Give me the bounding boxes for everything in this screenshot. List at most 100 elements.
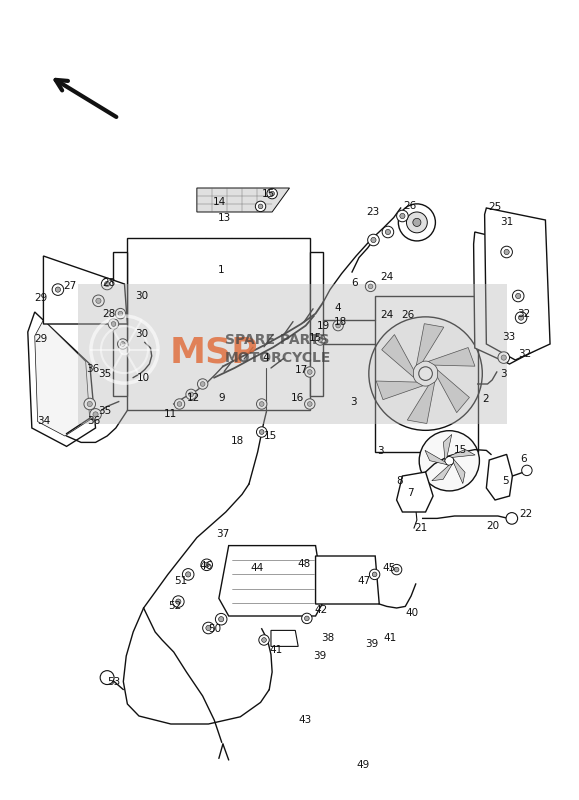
Text: 36: 36 — [86, 364, 99, 374]
Circle shape — [104, 282, 110, 286]
Circle shape — [118, 338, 128, 350]
Text: 50: 50 — [208, 624, 222, 634]
Circle shape — [498, 352, 510, 363]
Text: 9: 9 — [218, 393, 225, 402]
Circle shape — [185, 572, 191, 577]
Bar — [78, 284, 507, 424]
Text: 19: 19 — [317, 321, 330, 330]
Polygon shape — [271, 630, 298, 646]
Text: 13: 13 — [218, 214, 232, 223]
Text: 29: 29 — [35, 293, 48, 302]
Circle shape — [394, 567, 399, 572]
Polygon shape — [425, 450, 447, 465]
Circle shape — [173, 596, 184, 607]
Text: 12: 12 — [187, 393, 200, 402]
Circle shape — [120, 342, 125, 346]
Circle shape — [262, 638, 266, 642]
Polygon shape — [316, 556, 379, 604]
Circle shape — [259, 402, 264, 406]
Polygon shape — [382, 334, 413, 378]
Text: 31: 31 — [500, 218, 513, 227]
Circle shape — [302, 613, 312, 624]
Text: 42: 42 — [314, 605, 328, 614]
Circle shape — [501, 246, 512, 258]
Circle shape — [203, 622, 214, 634]
Circle shape — [182, 569, 194, 580]
Circle shape — [333, 320, 343, 331]
Circle shape — [84, 398, 96, 410]
Circle shape — [369, 569, 380, 580]
Text: 2: 2 — [482, 394, 489, 404]
Polygon shape — [127, 238, 310, 410]
Circle shape — [369, 317, 482, 430]
Text: 23: 23 — [367, 207, 380, 217]
Text: 4: 4 — [262, 353, 269, 362]
Text: 18: 18 — [334, 317, 347, 326]
Circle shape — [258, 204, 263, 209]
Circle shape — [501, 355, 506, 360]
Text: 4: 4 — [334, 303, 340, 313]
Circle shape — [504, 250, 510, 254]
Circle shape — [56, 287, 61, 292]
Circle shape — [318, 338, 323, 342]
Circle shape — [305, 366, 315, 378]
Text: 28: 28 — [102, 278, 116, 288]
Text: 15: 15 — [453, 446, 467, 455]
Polygon shape — [444, 434, 452, 460]
Text: 25: 25 — [488, 202, 501, 212]
Circle shape — [186, 389, 196, 400]
Circle shape — [397, 210, 408, 222]
Text: 15: 15 — [262, 189, 276, 198]
Circle shape — [400, 214, 405, 218]
Text: 20: 20 — [486, 521, 500, 530]
Text: 15: 15 — [263, 431, 277, 441]
Circle shape — [87, 402, 93, 406]
Circle shape — [371, 238, 376, 242]
Circle shape — [382, 226, 394, 238]
Circle shape — [372, 572, 377, 577]
Circle shape — [419, 366, 433, 381]
Circle shape — [256, 398, 267, 410]
Circle shape — [206, 626, 211, 630]
Text: 39: 39 — [313, 651, 326, 661]
Circle shape — [336, 323, 340, 328]
Circle shape — [201, 559, 212, 570]
Text: 45: 45 — [382, 563, 395, 573]
Text: 34: 34 — [38, 416, 51, 426]
Circle shape — [197, 378, 208, 390]
Polygon shape — [428, 347, 475, 366]
Text: 17: 17 — [295, 365, 309, 374]
Polygon shape — [432, 464, 452, 481]
Text: MOTORCYCLE: MOTORCYCLE — [225, 350, 331, 365]
Text: 22: 22 — [519, 510, 533, 519]
Text: 29: 29 — [35, 334, 48, 344]
Circle shape — [215, 614, 227, 625]
Circle shape — [413, 218, 421, 226]
Text: 46: 46 — [200, 561, 213, 570]
Text: 3: 3 — [350, 397, 357, 406]
Circle shape — [307, 402, 312, 406]
Circle shape — [93, 412, 98, 417]
Text: 8: 8 — [397, 476, 403, 486]
Circle shape — [506, 513, 518, 524]
Circle shape — [398, 204, 435, 241]
Text: 37: 37 — [216, 530, 229, 539]
Circle shape — [218, 617, 223, 622]
Text: 11: 11 — [164, 410, 177, 419]
Text: 35: 35 — [98, 406, 112, 416]
Text: 40: 40 — [405, 608, 419, 618]
Circle shape — [270, 191, 274, 196]
Text: 3: 3 — [500, 370, 506, 379]
Polygon shape — [486, 454, 512, 500]
Text: 30: 30 — [135, 291, 148, 301]
Text: 5: 5 — [503, 476, 509, 486]
Circle shape — [259, 430, 264, 434]
Circle shape — [93, 295, 104, 306]
Polygon shape — [35, 320, 90, 436]
Text: 21: 21 — [414, 523, 427, 533]
Circle shape — [522, 465, 532, 476]
Text: 24: 24 — [380, 310, 394, 320]
Circle shape — [515, 312, 527, 323]
Text: 35: 35 — [98, 369, 112, 378]
Text: 51: 51 — [174, 576, 187, 586]
